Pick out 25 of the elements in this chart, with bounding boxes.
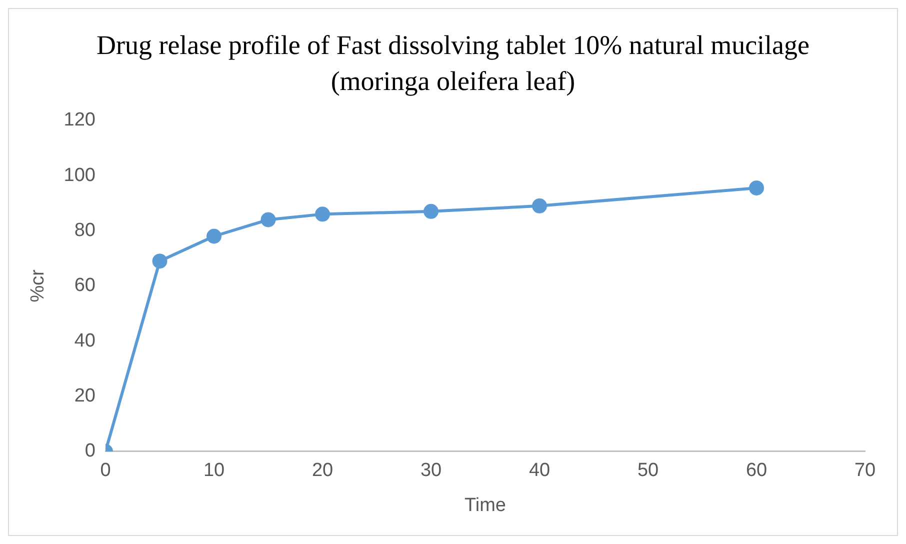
x-tick-label: 60 [746,460,768,482]
x-tick-label: 30 [420,460,442,482]
x-tick-label: 50 [637,460,659,482]
point [206,228,222,244]
point [152,254,168,269]
y-tick-label: 80 [74,220,96,241]
point [424,204,438,219]
y-tick-label: 120 [64,110,96,131]
x-tick-label: 0 [100,460,111,482]
point [749,180,764,196]
x-tick-label: 40 [528,460,550,482]
point [315,206,330,222]
x-tick-label: 20 [312,460,334,482]
y-tick-label: 0 [84,440,96,462]
x-tick-label: 70 [854,460,876,482]
point [260,212,276,228]
chart-title: Drug relase profile of Fast dissolving tablet 10% natural mucilage (moringa oleifera leaf) [95,29,811,98]
x-tick-label: 10 [203,460,225,482]
y-tick-label: 40 [74,330,96,352]
y-tick-label: 60 [74,275,96,296]
y-axis-title: %cr [28,268,49,302]
y-tick-label: 100 [64,164,96,186]
y-tick-label: 20 [74,385,96,406]
point [532,198,547,214]
x-axis-title: Time [464,494,506,516]
